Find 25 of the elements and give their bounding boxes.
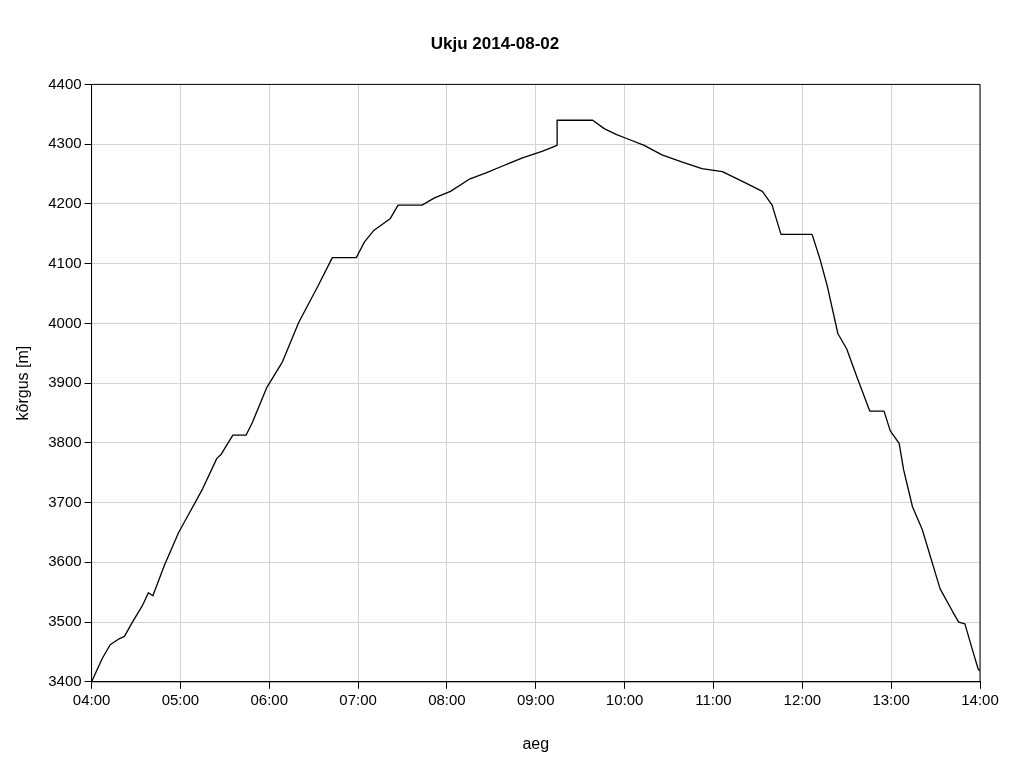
x-tick-label: 07:00 xyxy=(339,690,377,708)
x-tick-label: 14:00 xyxy=(961,690,999,708)
y-tick-label: 4200 xyxy=(48,194,82,212)
y-tick-label: 3500 xyxy=(48,612,82,630)
y-tick-label: 4300 xyxy=(48,134,82,152)
y-tick-label: 3900 xyxy=(48,373,82,391)
y-tick-label: 3600 xyxy=(48,552,82,570)
x-tick-label: 11:00 xyxy=(695,690,732,708)
y-tick-label: 4100 xyxy=(48,253,82,271)
x-tick-label: 05:00 xyxy=(161,690,200,708)
chart-title: Ukju 2014-08-02 xyxy=(430,33,560,53)
y-tick-label: 4000 xyxy=(48,313,82,331)
x-tick-label: 12:00 xyxy=(783,690,822,708)
x-tick-label: 04:00 xyxy=(72,690,111,708)
x-tick-label: 10:00 xyxy=(605,690,644,708)
y-tick-label: 4400 xyxy=(48,74,82,92)
y-axis-title: kõrgus [m] xyxy=(14,345,32,421)
y-tick-label: 3800 xyxy=(48,432,82,450)
y-tick-label: 3400 xyxy=(48,671,82,689)
x-tick-label: 13:00 xyxy=(872,690,910,708)
x-axis-title: aeg xyxy=(522,734,550,752)
x-tick-label: 09:00 xyxy=(517,690,555,708)
x-tick-label: 08:00 xyxy=(428,690,466,708)
y-tick-label: 3700 xyxy=(48,492,82,510)
x-tick-label: 06:00 xyxy=(250,690,289,708)
